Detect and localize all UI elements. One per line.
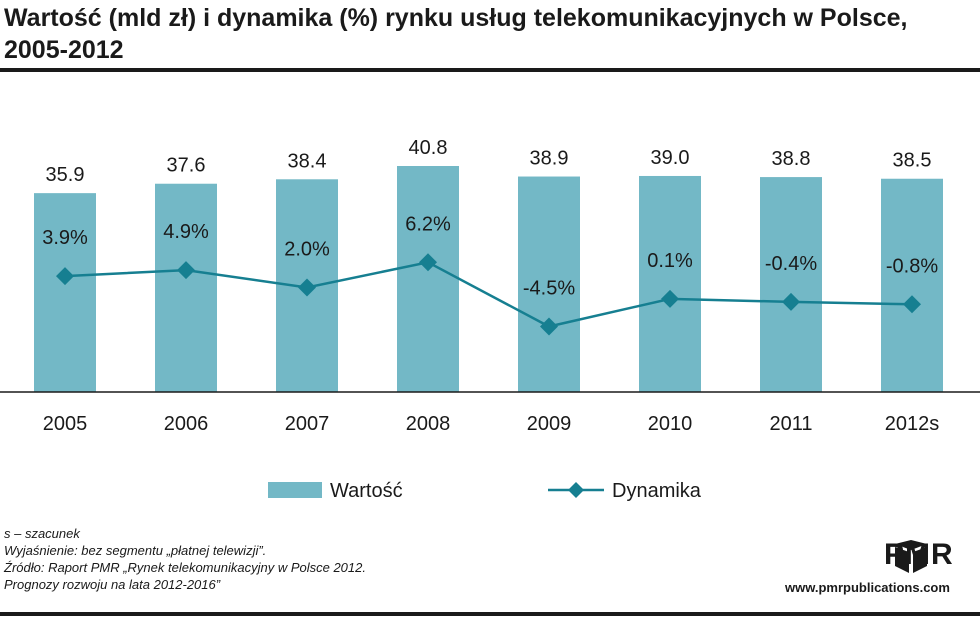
bar-2012s [881,178,943,392]
bar-value-label: 35.9 [46,164,85,186]
legend-label-dynamika: Dynamika [612,480,702,502]
x-tick-label: 2007 [285,413,330,435]
chart-area: 35.9 37.6 38.4 40.8 38.9 39.0 38.8 38.5 3.9% 4.9%… [0,137,980,502]
dynamika-point-2006 [177,261,195,280]
bar-2006 [155,183,217,392]
legend-marker-dynamika [568,482,584,498]
chart-title: Wartość (mld zł) i dynamika (%) rynku us… [4,4,908,64]
bar-value-label: 38.4 [288,150,327,172]
bar-value-label: 37.6 [167,155,206,177]
footnote-source: Źródło: Raport PMR „Rynek telekomunikacy… [4,560,366,575]
dynamika-value-label: -4.5% [523,278,575,300]
dynamika-point-2005 [56,267,74,286]
bar-2008 [397,166,459,392]
dynamika-value-label: 2.0% [284,239,330,261]
x-tick-label: 2012s [885,413,940,435]
footnote-explanation: Wyjaśnienie: bez segmentu „płatnej telew… [4,543,267,558]
footnote-source-cont: Prognozy rozwoju na lata 2012-2016” [4,577,221,592]
dynamika-point-2011 [782,292,800,311]
dynamika-value-label: 6.2% [405,213,451,235]
bars-layer [34,166,943,392]
labels-layer: 35.9 37.6 38.4 40.8 38.9 39.0 38.8 38.5 3.9% 4.9%… [42,137,939,435]
logo-text: PMR [884,538,954,571]
dynamika-point-2010 [661,289,679,308]
dynamika-point-2009 [540,317,558,336]
dynamika-point-2012s [903,295,921,314]
bottom-rule [0,612,980,616]
x-tick-label: 2011 [769,413,812,435]
bar-value-label: 40.8 [409,137,448,159]
bar-value-label: 38.8 [772,148,811,170]
x-tick-label: 2006 [164,413,209,435]
footnotes: s – szacunek Wyjaśnienie: bez segmentu „… [4,525,366,593]
dynamika-line [64,260,913,328]
top-rule [0,68,980,72]
legend-label-wartosc: Wartość [330,480,403,502]
x-tick-label: 2008 [406,413,451,435]
dynamika-value-label: -0.8% [886,255,938,277]
dynamika-point-2007 [298,278,316,297]
bar-value-label: 39.0 [651,147,690,169]
legend: Wartość Dynamika [268,480,702,502]
x-tick-label: 2005 [43,413,88,435]
bar-2009 [518,176,580,392]
x-tick-label: 2009 [527,413,572,435]
dynamika-value-label: 4.9% [163,221,209,243]
dynamika-value-label: 0.1% [647,250,693,272]
bar-2011 [760,177,822,392]
bar-2010 [639,175,701,392]
bar-value-label: 38.9 [530,148,569,170]
pmr-logo-icon [895,540,927,573]
legend-swatch-wartosc [268,482,322,498]
dynamika-value-label: -0.4% [765,253,817,275]
dynamika-value-label: 3.9% [42,227,88,249]
bar-value-label: 38.5 [893,150,932,172]
x-tick-label: 2010 [648,413,693,435]
bar-2005 [34,193,96,392]
footnote-estimate: s – szacunek [4,526,80,541]
publisher-url[interactable]: www.pmrpublications.com [785,580,950,595]
